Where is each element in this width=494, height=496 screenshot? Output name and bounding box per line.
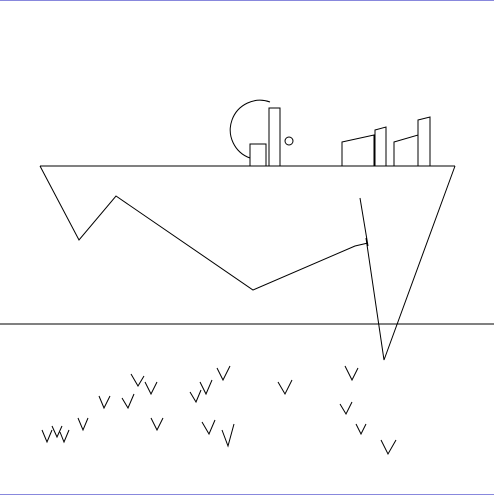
hull-right — [365, 165, 456, 361]
grass-tuft — [344, 365, 359, 382]
grass-tuft — [355, 423, 367, 436]
grass-tuft — [339, 401, 353, 416]
building — [268, 107, 281, 167]
grass — [41, 365, 397, 456]
building — [341, 134, 375, 167]
grass-tuft — [98, 395, 111, 410]
grass-tuft — [121, 393, 135, 410]
hull-stroke — [359, 197, 369, 247]
grass-tuft — [51, 425, 63, 439]
ship — [39, 99, 456, 361]
grass-tuft — [150, 417, 164, 432]
building — [249, 143, 267, 167]
building — [393, 134, 419, 167]
porthole — [284, 136, 294, 146]
grass-tuft — [277, 379, 293, 396]
building — [374, 126, 387, 167]
building — [417, 116, 431, 167]
grass-tuft — [144, 381, 158, 396]
grass-tuft — [216, 365, 231, 382]
grass-tuft — [199, 379, 213, 396]
grass-tuft — [41, 429, 53, 444]
grass-tuft — [201, 419, 216, 436]
grass-tuft — [77, 417, 89, 432]
sun — [229, 99, 271, 159]
hull-left — [39, 165, 369, 291]
grass-tuft — [380, 439, 397, 456]
grass-tuft — [221, 423, 235, 448]
grass-tuft — [189, 389, 202, 404]
grass-tuft — [59, 429, 70, 444]
grass-tuft — [130, 373, 145, 387]
